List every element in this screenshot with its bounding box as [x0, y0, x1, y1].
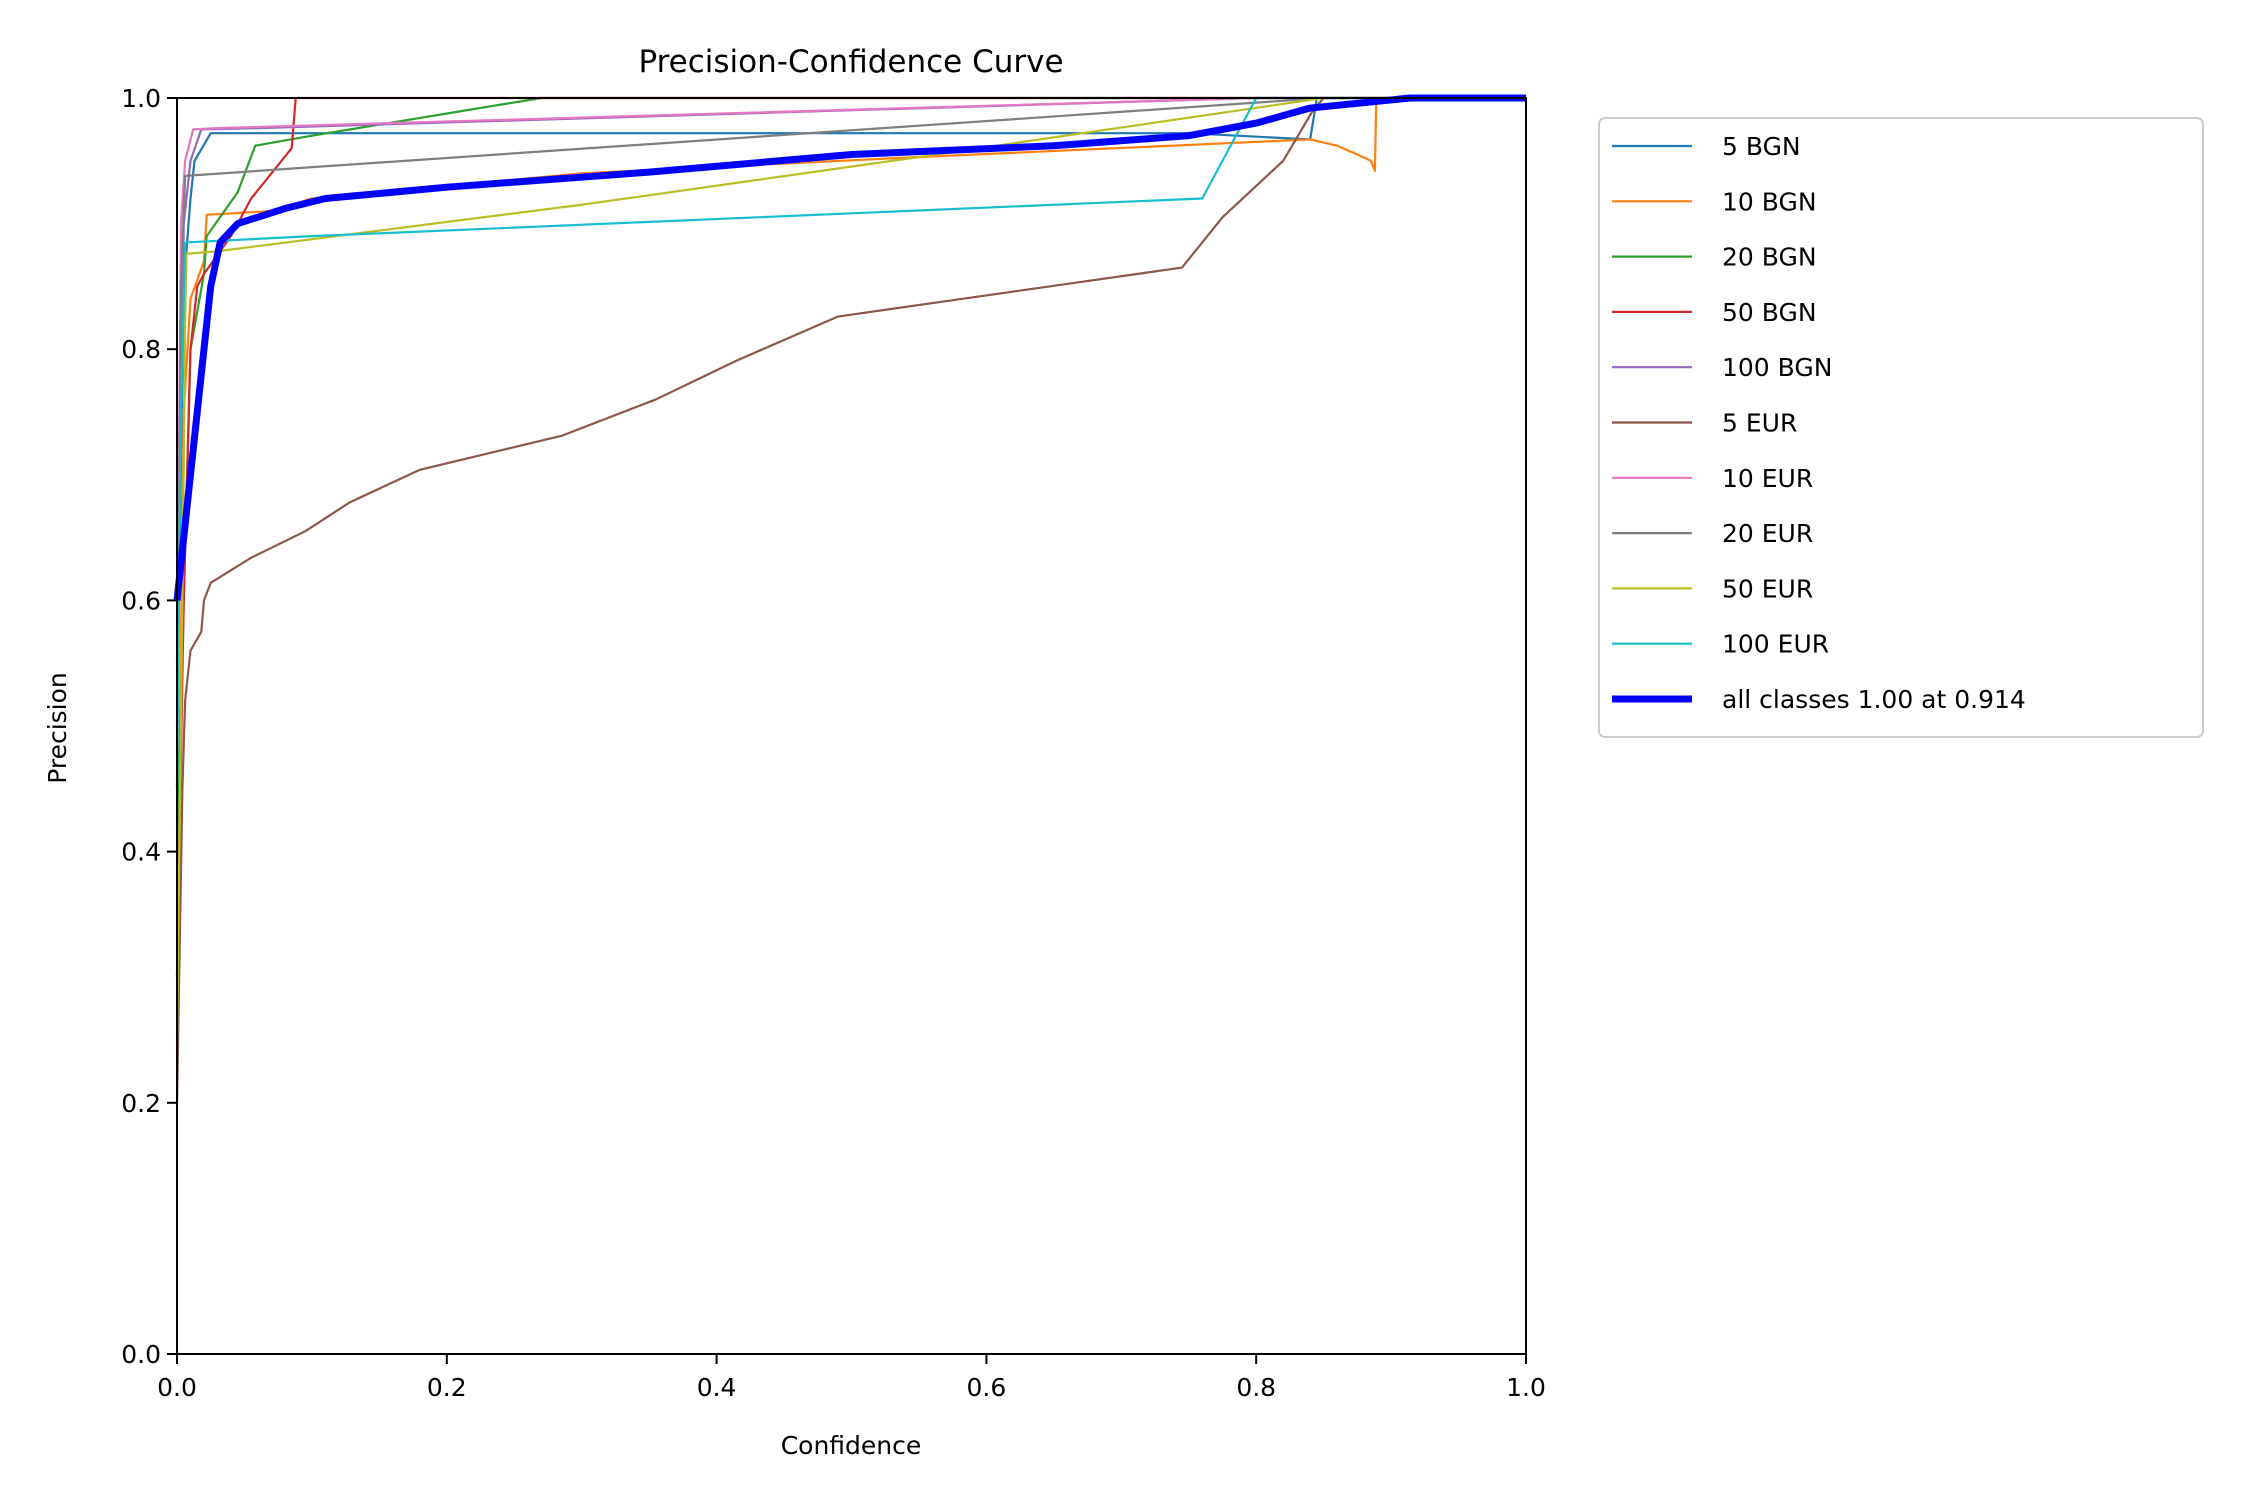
legend-entry: all classes 1.00 at 0.914: [1612, 685, 2026, 714]
legend-entry: 100 BGN: [1612, 353, 1832, 382]
x-tick: 0.8: [1236, 1354, 1276, 1402]
legend-entry: 20 BGN: [1612, 243, 1817, 272]
y-tick: 0.0: [121, 1340, 177, 1369]
y-axis-label: Precision: [43, 672, 72, 784]
series-line-100-bgn: [175, 96, 1526, 601]
legend-entry: 5 EUR: [1612, 409, 1797, 438]
legend-entry: 100 EUR: [1612, 630, 1829, 659]
legend-label: 20 BGN: [1722, 243, 1817, 272]
y-tick: 1.0: [121, 84, 177, 113]
legend-entry: 50 EUR: [1612, 574, 1813, 603]
x-tick-label: 1.0: [1506, 1373, 1546, 1402]
legend-entry: 50 BGN: [1612, 298, 1817, 327]
series-line-50-eur: [175, 96, 1526, 1041]
x-tick: 0.0: [157, 1354, 197, 1402]
chart-title: Precision-Confidence Curve: [638, 44, 1063, 80]
y-tick-label: 0.8: [121, 335, 161, 364]
x-tick: 0.6: [967, 1354, 1007, 1402]
y-tick-label: 1.0: [121, 84, 161, 113]
y-tick-label: 0.0: [121, 1340, 161, 1369]
series-line-5-eur: [175, 96, 1526, 1103]
series-line-10-eur: [175, 96, 1526, 664]
series-line-20-bgn: [175, 96, 1526, 852]
y-axis-ticks: 0.0 0.2 0.4 0.6 0.8 1.0: [121, 84, 177, 1369]
legend-label: 5 BGN: [1722, 132, 1801, 161]
series-line-all-classes-1-00-at-0-914: [173, 94, 1526, 601]
x-axis-label: Confidence: [781, 1431, 922, 1460]
y-tick-label: 0.6: [121, 586, 161, 615]
y-tick-label: 0.2: [121, 1089, 161, 1118]
x-tick: 0.2: [427, 1354, 467, 1402]
y-tick: 0.4: [121, 838, 177, 867]
legend-entry: 5 BGN: [1612, 132, 1801, 161]
y-tick: 0.2: [121, 1089, 177, 1118]
x-tick: 1.0: [1506, 1354, 1546, 1402]
legend-box: [1598, 117, 2204, 738]
axes-frame: [176, 97, 1527, 1355]
y-tick-label: 0.4: [121, 838, 161, 867]
legend-label: 50 BGN: [1722, 298, 1817, 327]
x-tick-label: 0.6: [967, 1373, 1007, 1402]
series-line-20-eur: [175, 96, 1526, 789]
legend-entry: 10 EUR: [1612, 464, 1813, 493]
legend-label: all classes 1.00 at 0.914: [1722, 685, 2026, 714]
series-line-100-eur: [175, 96, 1526, 789]
x-tick-label: 0.0: [157, 1373, 197, 1402]
legend-label: 10 EUR: [1722, 464, 1813, 493]
legend-entry: 10 BGN: [1612, 187, 1817, 216]
x-tick-label: 0.8: [1236, 1373, 1276, 1402]
legend-label: 5 EUR: [1722, 409, 1797, 438]
legend-label: 10 BGN: [1722, 187, 1817, 216]
legend-entry: 20 EUR: [1612, 519, 1813, 548]
legend-label: 100 BGN: [1722, 353, 1832, 382]
y-tick: 0.8: [121, 335, 177, 364]
x-axis-ticks: 0.0 0.2 0.4 0.6 0.8 1.0: [157, 1354, 1546, 1402]
y-tick: 0.6: [121, 586, 177, 615]
legend-label: 20 EUR: [1722, 519, 1813, 548]
legend-label: 50 EUR: [1722, 574, 1813, 603]
plot-area: [173, 94, 1526, 1103]
legend-label: 100 EUR: [1722, 630, 1829, 659]
x-tick-label: 0.4: [697, 1373, 737, 1402]
x-tick: 0.4: [697, 1354, 737, 1402]
x-tick-label: 0.2: [427, 1373, 467, 1402]
legend: 5 BGN 10 BGN 20 BGN 50 BGN 100 BGN 5 EUR 10 EU…: [1598, 117, 2204, 738]
